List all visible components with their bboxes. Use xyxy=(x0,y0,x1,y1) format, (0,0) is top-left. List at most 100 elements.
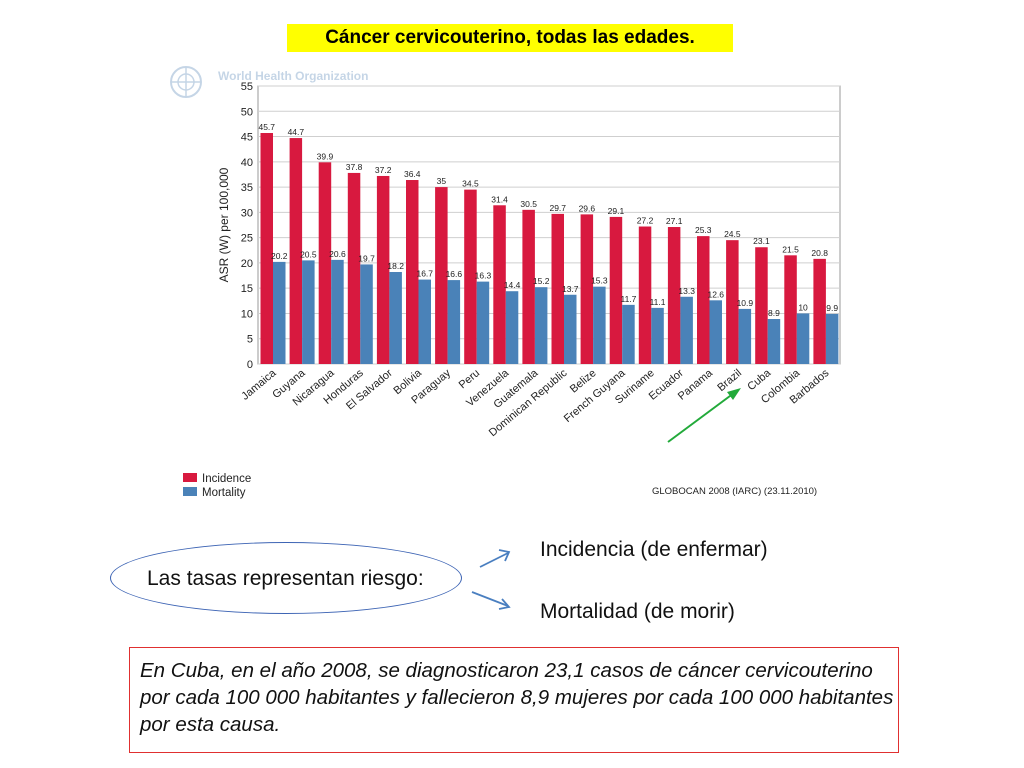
data-label-mortality: 15.3 xyxy=(591,276,608,286)
data-labels: 45.7 20.2 44.7 20.5 39.9 20.6 37.8 19.7 37.2 18.2… xyxy=(258,122,838,318)
bars xyxy=(260,133,839,364)
data-label-incidence: 37.2 xyxy=(375,165,392,175)
y-tick-label: 35 xyxy=(241,182,253,194)
data-label-incidence: 25.3 xyxy=(695,225,712,235)
y-tick-label: 55 xyxy=(241,81,253,93)
who-logo-text: World Health Organization xyxy=(218,69,368,83)
data-label-mortality: 13.7 xyxy=(562,284,579,294)
data-label-incidence: 29.1 xyxy=(608,206,625,216)
bar-mortality xyxy=(796,313,810,364)
bar-mortality xyxy=(476,281,490,364)
y-tick-label: 40 xyxy=(241,157,253,169)
data-label-mortality: 11.7 xyxy=(620,294,636,304)
data-label-incidence: 21.5 xyxy=(782,244,799,254)
bar-mortality xyxy=(680,296,693,364)
data-label-mortality: 19.7 xyxy=(358,253,375,263)
arrow-to-mortality-icon xyxy=(471,591,511,610)
y-tick-label: 25 xyxy=(241,233,253,245)
y-tick-label: 45 xyxy=(241,132,253,144)
legend-label-mortality: Mortality xyxy=(202,487,246,499)
bar-incidence xyxy=(260,133,273,364)
bar-mortality xyxy=(273,261,286,364)
bar-incidence xyxy=(580,214,594,364)
data-label-mortality: 9.9 xyxy=(826,303,838,313)
legend-swatch-incidence xyxy=(183,473,197,482)
data-label-mortality: 18.2 xyxy=(387,261,404,271)
data-label-incidence: 36.4 xyxy=(404,169,421,179)
bar-incidence xyxy=(726,240,739,364)
bar-incidence xyxy=(609,216,623,364)
data-label-incidence: 23.1 xyxy=(753,236,770,246)
bar-incidence xyxy=(406,180,419,364)
data-label-incidence: 27.1 xyxy=(666,216,683,226)
y-tick-label: 20 xyxy=(241,258,253,270)
bar-incidence xyxy=(435,187,448,364)
data-label-mortality: 13.3 xyxy=(678,286,695,296)
data-label-mortality: 16.3 xyxy=(475,271,492,281)
bar-incidence xyxy=(522,209,535,364)
legend-swatch-mortality xyxy=(183,487,197,496)
bar-mortality xyxy=(651,307,664,364)
rate-item-mortality: Mortalidad (de morir) xyxy=(540,600,735,623)
slide-title: Cáncer cervicouterino, todas las edades. xyxy=(287,24,733,52)
data-label-incidence: 27.2 xyxy=(637,216,654,226)
data-label-mortality: 8.9 xyxy=(768,308,780,318)
data-label-incidence: 20.8 xyxy=(811,248,828,258)
bar-mortality xyxy=(447,280,461,364)
data-label-incidence: 35 xyxy=(437,176,447,186)
data-label-incidence: 37.8 xyxy=(346,162,363,172)
bar-incidence xyxy=(638,226,652,364)
bar-mortality xyxy=(418,279,431,364)
data-label-incidence: 24.5 xyxy=(724,229,741,239)
who-logo: World Health Organization xyxy=(170,66,368,98)
data-label-incidence: 44.7 xyxy=(288,127,305,137)
y-tick-label: 15 xyxy=(241,283,253,295)
data-label-mortality: 20.6 xyxy=(329,249,346,259)
risk-label: Las tasas representan riesgo: xyxy=(147,567,424,590)
legend-label-incidence: Incidence xyxy=(202,473,251,485)
data-label-mortality: 15.2 xyxy=(533,276,550,286)
y-tick-label: 30 xyxy=(241,207,253,219)
source-note: GLOBOCAN 2008 (IARC) (23.11.2010) xyxy=(652,486,817,497)
bar-incidence xyxy=(784,255,797,364)
bar-mortality xyxy=(302,260,315,364)
data-label-mortality: 16.7 xyxy=(416,269,433,279)
bar-incidence xyxy=(464,189,477,364)
bar-mortality xyxy=(767,319,781,364)
legend: Incidence Mortality xyxy=(183,473,251,499)
y-tick-label: 0 xyxy=(247,359,253,371)
cuba-highlight-arrow xyxy=(667,388,741,443)
data-label-mortality: 12.6 xyxy=(707,289,724,299)
bar-mortality xyxy=(825,313,839,364)
bar-mortality xyxy=(709,300,722,364)
cuba-note: En Cuba, en el año 2008, se diagnosticar… xyxy=(129,647,899,753)
data-label-incidence: 29.6 xyxy=(579,203,596,213)
arrow-to-incidence-icon xyxy=(479,549,511,568)
y-tick-label: 10 xyxy=(241,308,253,320)
y-axis-label: ASR (W) per 100,000 xyxy=(217,167,231,282)
bar-incidence xyxy=(551,213,564,364)
data-label-incidence: 34.5 xyxy=(462,179,479,189)
bar-mortality xyxy=(505,291,519,364)
bar-mortality xyxy=(738,308,752,364)
bar-mortality xyxy=(593,286,606,364)
bar-mortality xyxy=(389,272,402,364)
data-label-mortality: 14.4 xyxy=(504,280,521,290)
bar-mortality xyxy=(360,264,373,364)
data-label-incidence: 45.7 xyxy=(258,122,275,132)
bar-mortality xyxy=(622,304,635,364)
bar-incidence xyxy=(289,138,303,364)
data-label-mortality: 16.6 xyxy=(446,269,463,279)
bar-mortality xyxy=(331,259,344,364)
bar-incidence xyxy=(376,175,390,364)
bar-mortality xyxy=(534,287,548,364)
y-tick-label: 5 xyxy=(247,334,253,346)
data-label-incidence: 31.4 xyxy=(491,194,508,204)
bar-mortality xyxy=(564,294,577,364)
data-label-incidence: 29.7 xyxy=(549,203,566,213)
data-label-mortality: 10 xyxy=(798,302,808,312)
bar-incidence xyxy=(813,258,826,364)
bar-incidence xyxy=(667,227,681,364)
bar-incidence xyxy=(493,205,506,364)
